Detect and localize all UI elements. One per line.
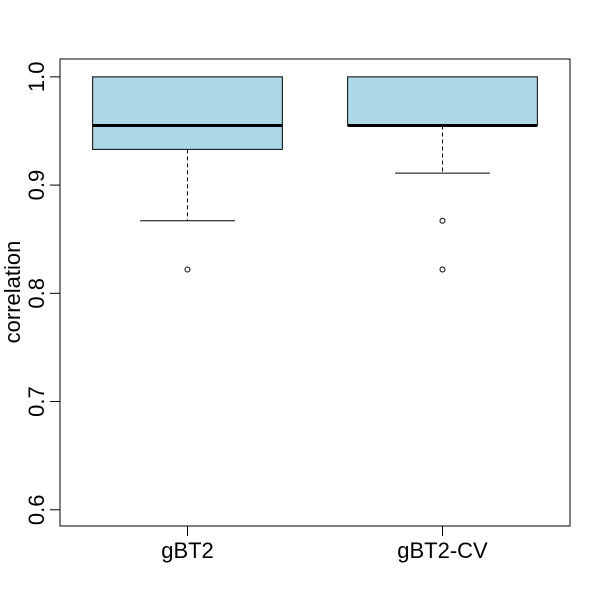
iqr-box bbox=[347, 76, 538, 127]
outlier-point bbox=[439, 217, 446, 224]
box-group bbox=[92, 76, 538, 273]
box-gbt2-cv bbox=[347, 76, 538, 273]
x-tick-label: gBT2-CV bbox=[397, 538, 488, 563]
outlier-point bbox=[184, 266, 191, 273]
x-tick-label: gBT2 bbox=[161, 538, 214, 563]
iqr-box bbox=[92, 76, 283, 150]
y-tick-label: 0.6 bbox=[24, 494, 49, 525]
y-tick-label: 0.8 bbox=[24, 278, 49, 309]
y-axis-title: correlation bbox=[0, 241, 25, 344]
y-axis: 0.6 0.7 0.8 0.9 1.0 bbox=[24, 62, 61, 525]
box-gbt2 bbox=[92, 76, 283, 273]
y-tick-label: 0.7 bbox=[24, 386, 49, 417]
outlier-point bbox=[439, 266, 446, 273]
y-tick-label: 0.9 bbox=[24, 170, 49, 201]
x-axis: gBT2 gBT2-CV bbox=[161, 525, 488, 563]
y-tick-label: 1.0 bbox=[24, 62, 49, 93]
